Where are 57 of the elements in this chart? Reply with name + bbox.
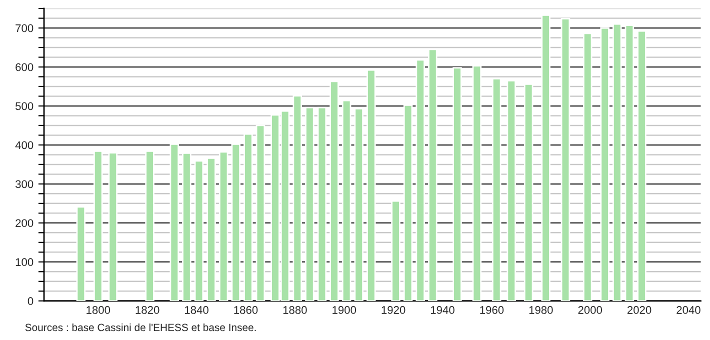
x-tick-label: 1960 <box>480 306 504 314</box>
y-tick-label: 200 <box>16 219 34 228</box>
bar <box>256 124 266 301</box>
y-tick-label: 100 <box>16 258 34 266</box>
y-tick-label: 500 <box>16 102 34 110</box>
bar <box>624 24 634 301</box>
bar <box>452 67 462 301</box>
bar <box>472 65 482 301</box>
y-tick-label: 700 <box>16 24 34 32</box>
bar <box>600 27 610 301</box>
bar <box>218 151 228 301</box>
bar <box>524 83 534 301</box>
bar <box>194 160 204 301</box>
bar <box>403 104 413 301</box>
x-tick-label: 1900 <box>332 306 356 314</box>
bar <box>206 158 216 301</box>
bar <box>492 78 502 301</box>
bar <box>317 106 327 301</box>
x-tick-label: 1980 <box>529 306 553 314</box>
y-tick-label: 300 <box>15 180 34 188</box>
source-note: Sources : base Cassini de l'EHESS et base Insee. <box>25 323 256 332</box>
x-tick-label: 1880 <box>283 306 307 314</box>
bar <box>292 95 302 301</box>
bar <box>182 152 192 301</box>
x-tick-label: 1800 <box>86 306 110 314</box>
x-tick-label: 1820 <box>136 306 160 314</box>
bar <box>391 200 400 301</box>
bar <box>170 143 180 301</box>
bar <box>342 100 352 301</box>
bar <box>366 69 376 301</box>
bar <box>354 108 364 301</box>
x-tick-label: 2000 <box>578 306 602 314</box>
bar <box>330 80 339 301</box>
bar <box>145 150 154 301</box>
y-tick-label: 0 <box>28 297 34 306</box>
y-tick-label: 400 <box>15 141 34 150</box>
x-tick-label: 1840 <box>185 306 208 314</box>
bar <box>108 152 118 301</box>
bar <box>541 14 550 301</box>
y-tick-label: 600 <box>16 63 34 72</box>
bar <box>244 133 253 301</box>
bar <box>637 30 646 301</box>
x-tick-label: 2020 <box>627 306 652 314</box>
bar <box>416 59 425 301</box>
bar <box>612 23 622 301</box>
bar <box>506 80 516 301</box>
bar <box>94 150 103 301</box>
bar <box>560 18 570 301</box>
bar <box>76 206 86 301</box>
bar <box>582 32 592 301</box>
x-tick-label: 1860 <box>234 306 258 314</box>
bar <box>428 48 438 301</box>
x-tick-label: 1920 <box>382 306 406 314</box>
bar <box>231 143 241 301</box>
bar <box>305 106 314 301</box>
x-tick-label: 2040 <box>676 306 700 314</box>
x-tick-label: 1940 <box>430 306 454 314</box>
